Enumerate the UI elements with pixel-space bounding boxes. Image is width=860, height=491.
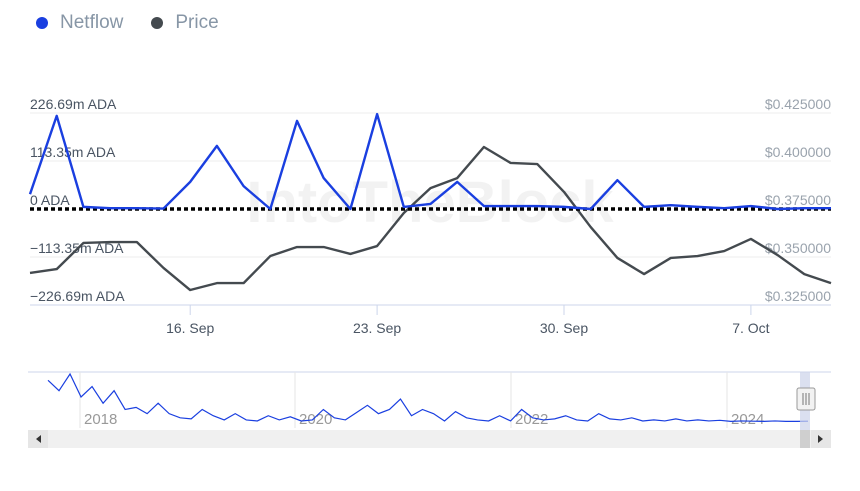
price-point[interactable] [109,241,111,243]
price-point[interactable] [830,282,832,284]
netflow-point[interactable] [750,205,752,207]
netflow-point[interactable] [563,206,565,208]
netflow-point[interactable] [536,205,538,207]
netflow-point[interactable] [243,185,245,187]
navigator-year-label: 2018 [84,411,117,428]
price-point[interactable] [750,238,752,240]
price-point[interactable] [590,226,592,228]
netflow-line [28,112,831,211]
legend-label-netflow: Netflow [60,12,124,33]
netflow-point[interactable] [189,181,191,183]
navigator-series-line [47,372,809,422]
price-point[interactable] [323,246,325,248]
price-point[interactable] [803,273,805,275]
price-point[interactable] [483,146,485,148]
netflow-point[interactable] [109,207,111,209]
price-point[interactable] [643,273,645,275]
price-point[interactable] [697,255,699,257]
price-point[interactable] [456,177,458,179]
price-point[interactable] [136,241,138,243]
legend-label-price: Price [175,12,219,33]
netflow-point[interactable] [269,208,271,210]
price-point[interactable] [296,246,298,248]
netflow-point[interactable] [136,207,138,209]
netflow-point[interactable] [349,208,351,210]
x-axis-tick-label: 30. Sep [540,320,588,336]
netflow-point[interactable] [56,115,58,117]
netflow-point[interactable] [697,206,699,208]
netflow-point[interactable] [723,207,725,209]
price-point[interactable] [29,272,31,274]
navigator-year-label: 2020 [299,411,332,428]
right-axis-tick-label: $0.325000 [765,288,831,304]
price-point[interactable] [403,212,405,214]
price-point[interactable] [616,257,618,259]
netflow-point[interactable] [82,206,84,208]
price-point[interactable] [510,162,512,164]
netflow-point[interactable] [403,206,405,208]
price-point[interactable] [243,282,245,284]
right-axis-tick-label: $0.375000 [765,192,831,208]
netflow-dot-icon [36,17,48,29]
price-point[interactable] [777,254,779,256]
netflow-point[interactable] [456,181,458,183]
price-point[interactable] [56,268,58,270]
netflow-point[interactable] [430,203,432,205]
netflow-point[interactable] [803,207,805,209]
netflow-point[interactable] [483,205,485,207]
legend: Netflow Price [36,12,219,34]
price-point[interactable] [670,257,672,259]
price-point[interactable] [430,187,432,189]
left-axis-tick-label: 113.35m ADA [30,144,116,160]
right-axis-tick-label: $0.425000 [765,96,831,112]
netflow-point[interactable] [510,205,512,207]
price-point[interactable] [349,253,351,255]
price-point[interactable] [163,267,165,269]
price-dot-icon [151,17,164,29]
netflow-point[interactable] [29,193,31,195]
scroll-left-arrow-icon [36,435,41,443]
netflow-point[interactable] [643,206,645,208]
netflow-point[interactable] [376,113,378,115]
price-point[interactable] [189,289,191,291]
scrollbar-track[interactable] [28,430,831,448]
price-line [29,145,832,292]
netflow-point[interactable] [323,177,325,179]
price-point[interactable] [723,250,725,252]
netflow-point[interactable] [777,208,779,210]
scrollbar-thumb[interactable] [800,430,810,448]
x-axis-tick-label: 16. Sep [166,320,214,336]
left-axis-tick-label: −226.69m ADA [30,288,125,304]
price-point[interactable] [376,245,378,247]
left-axis-tick-label: 0 ADA [30,192,70,208]
right-axis-tick-label: $0.400000 [765,144,831,160]
netflow-point[interactable] [670,204,672,206]
price-point[interactable] [563,191,565,193]
price-point[interactable] [536,163,538,165]
navigator-year-label: 2024 [731,411,764,428]
netflow-point[interactable] [590,208,592,210]
netflow-point[interactable] [163,208,165,210]
right-axis-tick-label: $0.350000 [765,240,831,256]
legend-item-price[interactable]: Price [151,12,219,34]
price-point[interactable] [82,242,84,244]
netflow-point[interactable] [216,145,218,147]
legend-item-netflow[interactable]: Netflow [36,12,123,34]
scroll-right-arrow-icon [818,435,823,443]
price-point[interactable] [216,282,218,284]
netflow-point[interactable] [616,179,618,181]
netflow-point[interactable] [830,207,832,209]
left-axis-tick-label: 226.69m ADA [30,96,117,112]
x-axis-tick-label: 23. Sep [353,320,401,336]
navigator-year-label: 2022 [515,411,548,428]
x-axis-tick-label: 7. Oct [732,320,769,336]
netflow-point[interactable] [296,120,298,122]
price-point[interactable] [269,255,271,257]
